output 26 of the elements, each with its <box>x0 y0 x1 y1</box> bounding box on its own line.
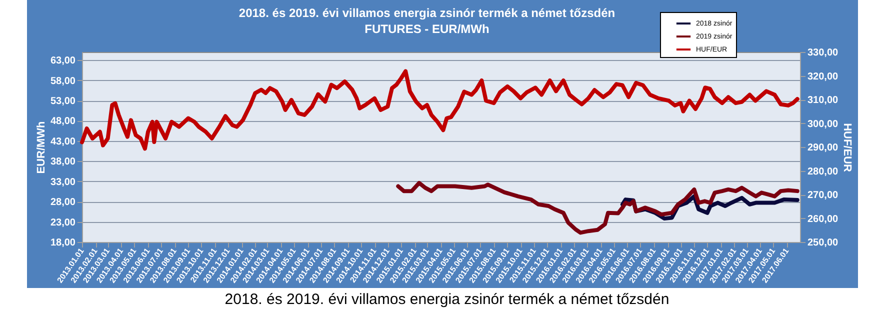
y2-tick-label: 290,00 <box>808 142 839 154</box>
y2-tick-label: 260,00 <box>808 214 839 225</box>
text: 2018. és 2019. évi villamos energia zsinór termék a német tőzsdén <box>224 291 670 308</box>
y2-tick-label: 320,00 <box>808 71 839 82</box>
chart-subtitle: FUTURES - EUR/MWh <box>364 22 490 36</box>
y-axis-title: EUR/MWh <box>35 120 48 174</box>
y2-tick-label: 270,00 <box>808 190 839 201</box>
line-series <box>396 180 800 235</box>
y2-tick-label: 280,00 <box>808 166 839 178</box>
y-tick-label: 43,00 <box>50 136 76 148</box>
y-tick-label: 63,00 <box>50 56 76 67</box>
y-tick-label: 58,00 <box>50 76 76 87</box>
y-tick-label: 28,00 <box>50 197 76 208</box>
y2-tick-label: 300,00 <box>808 118 839 130</box>
y2-axis-title: HUF/EUR <box>841 123 854 172</box>
line-series <box>80 69 800 151</box>
y-tick-label: 33,00 <box>50 176 76 188</box>
chart-title: 2018. és 2019. évi villamos energia zsinór termék a német tőzsdén <box>238 6 616 20</box>
y-tick-label: 48,00 <box>50 116 76 128</box>
y-tick-label: 38,00 <box>50 156 76 168</box>
y-tick-label: 23,00 <box>50 217 76 228</box>
y2-tick-label: 250,00 <box>808 238 839 248</box>
y-tick-label: 18,00 <box>50 238 76 248</box>
y-tick-label: 53,00 <box>50 96 76 108</box>
y2-tick-label: 330,00 <box>808 48 839 58</box>
y2-tick-label: 310,00 <box>808 95 839 106</box>
